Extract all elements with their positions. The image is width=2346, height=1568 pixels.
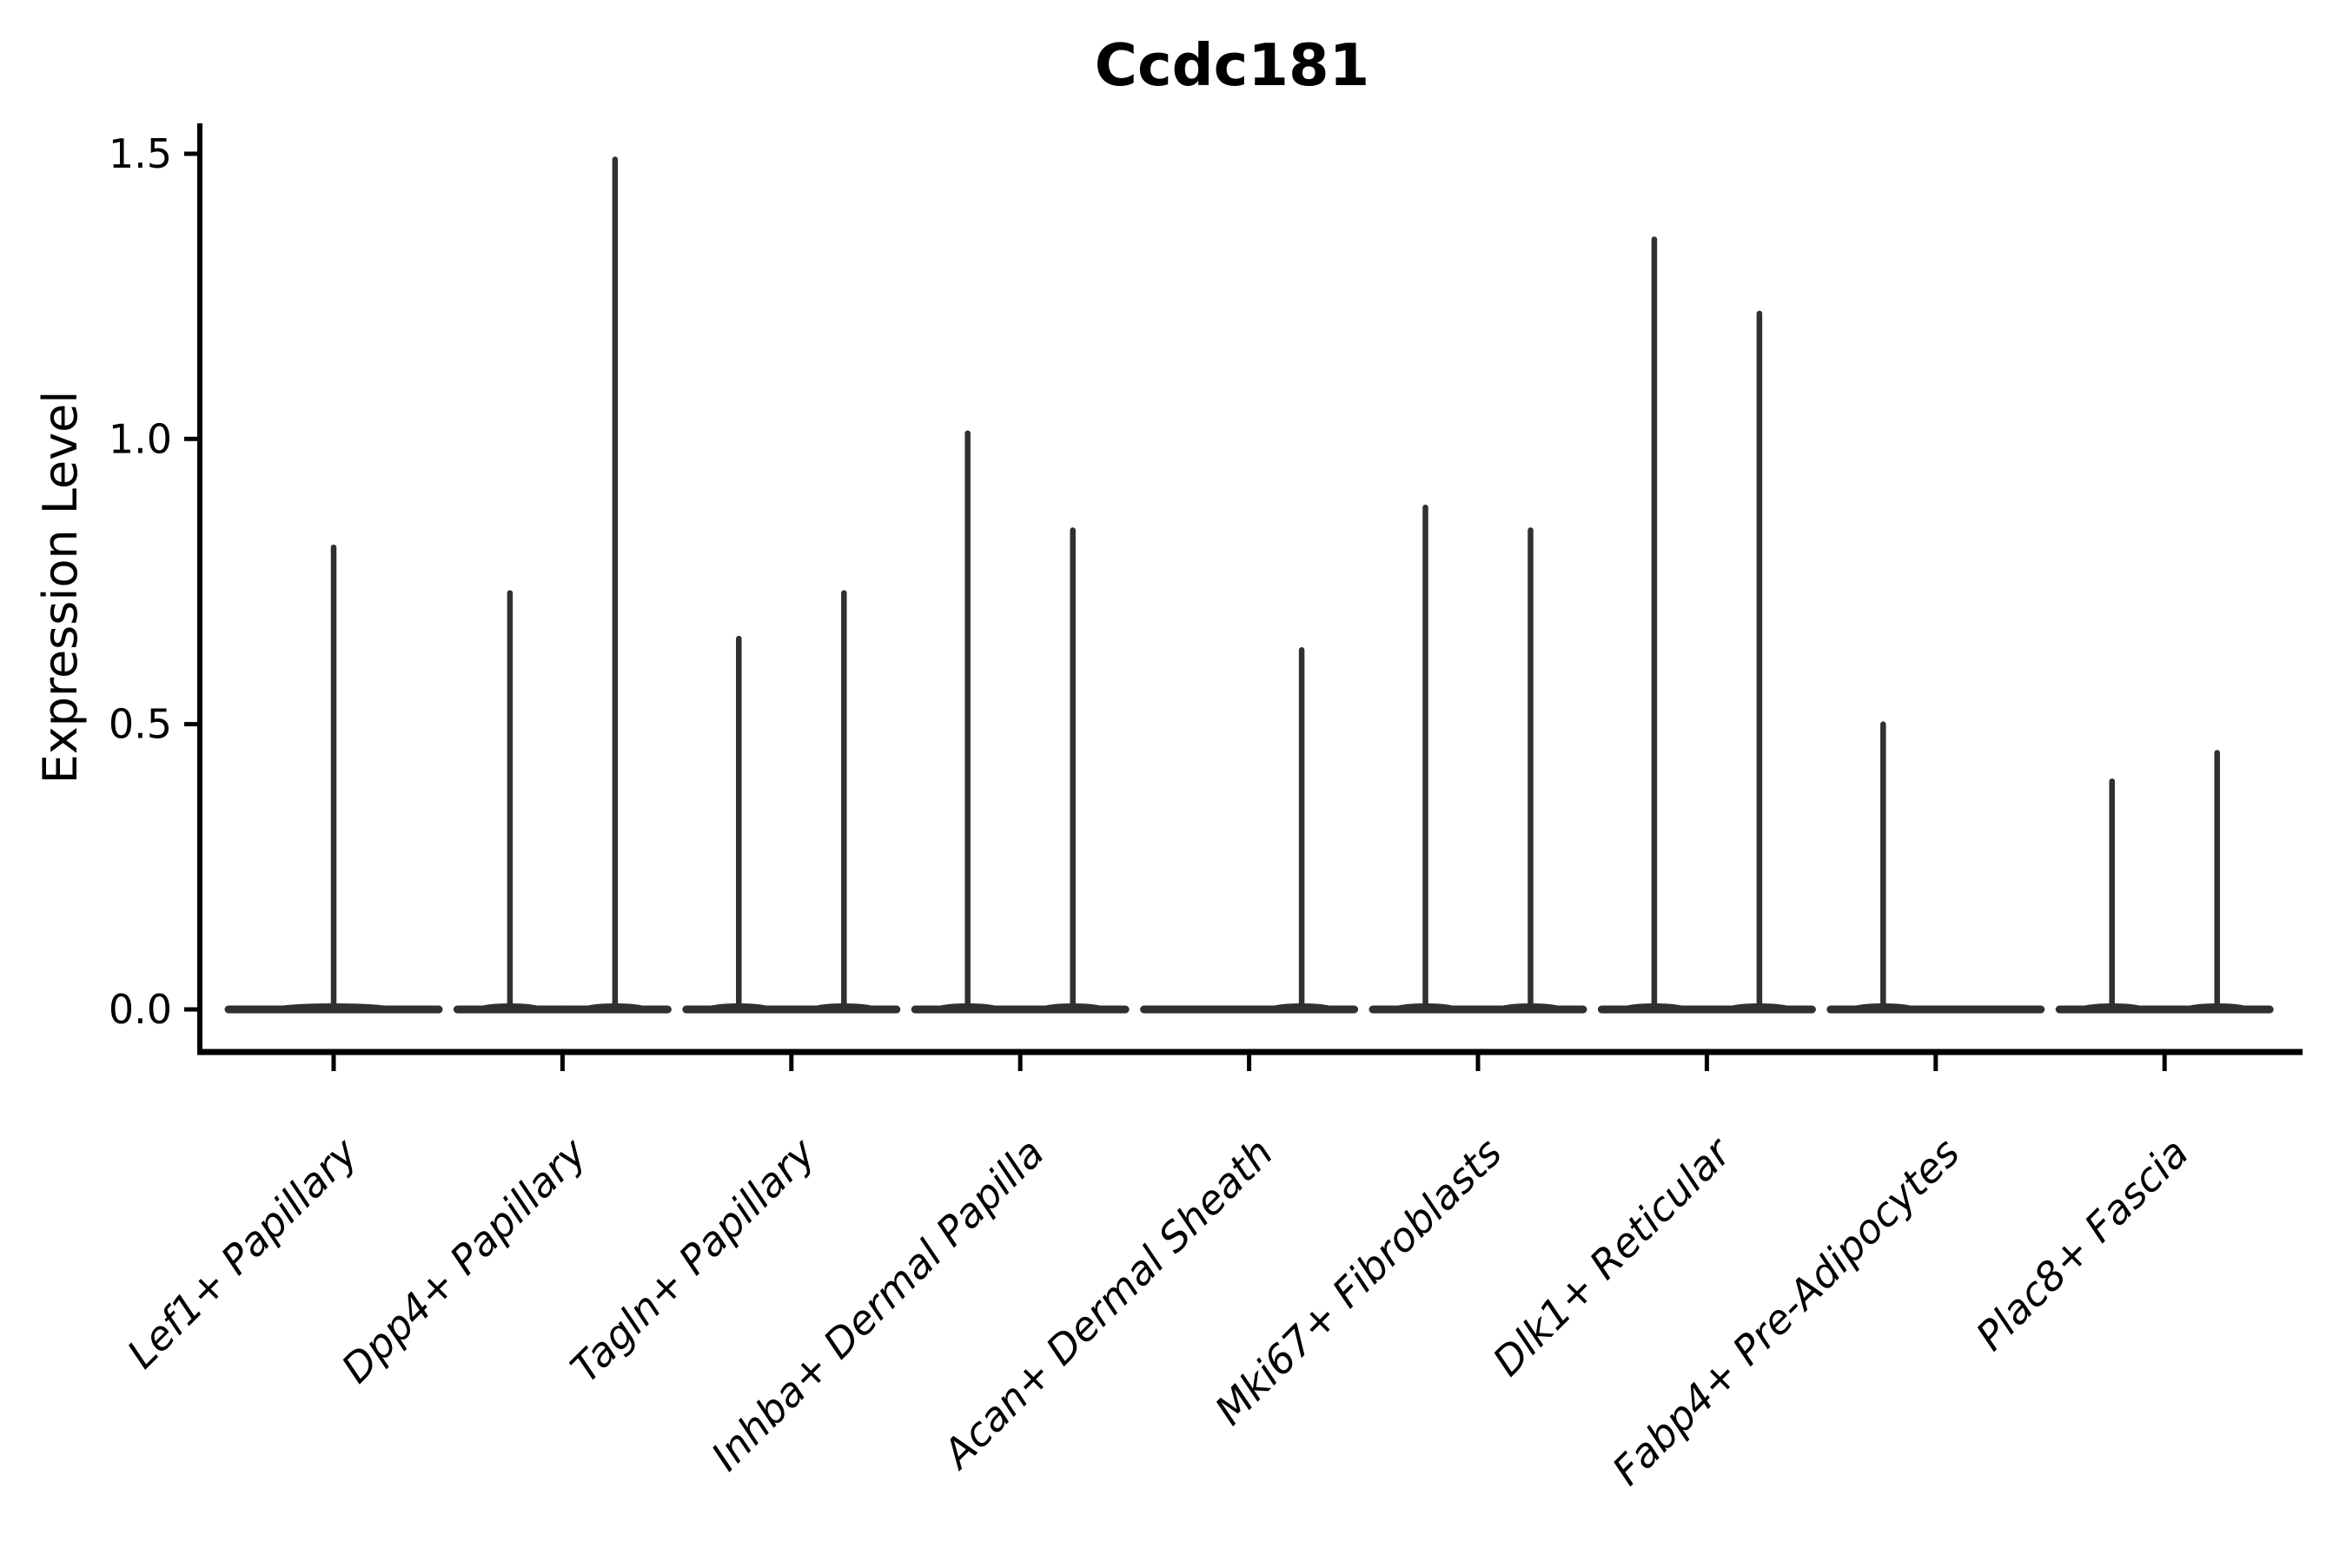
violin <box>1016 527 1130 1014</box>
violin <box>1368 504 1482 1014</box>
y-axis-label: Expression Level <box>33 391 88 784</box>
chart-title: Ccdc181 <box>1095 31 1369 99</box>
violin <box>787 590 901 1014</box>
y-tick-label: 1.0 <box>109 415 172 462</box>
y-tick-label: 0.5 <box>109 701 172 748</box>
violin <box>558 156 672 1014</box>
y-tick-label: 0.0 <box>109 986 172 1033</box>
violin <box>682 635 796 1014</box>
violin <box>2160 750 2274 1014</box>
violin <box>1597 236 1711 1014</box>
violin <box>911 430 1024 1014</box>
x-tick-label: Dlk1+ Reticular <box>1484 1127 1742 1385</box>
x-tick-label: Plac8+ Fascia <box>1967 1129 2197 1360</box>
violin <box>1702 310 1816 1014</box>
x-tick-label: Lef1+ Papillary <box>118 1128 367 1377</box>
violin <box>2055 778 2169 1014</box>
violin <box>1245 647 1359 1014</box>
violin <box>1474 527 1587 1014</box>
y-tick-label: 1.5 <box>109 130 172 177</box>
x-tick-label: Tagln+ Papillary <box>561 1128 825 1392</box>
x-tick-label: Dpp4+ Papillary <box>333 1128 596 1392</box>
violin <box>224 544 443 1014</box>
violin-layer <box>224 156 2274 1014</box>
violin <box>453 590 567 1014</box>
violin <box>1826 721 1940 1014</box>
